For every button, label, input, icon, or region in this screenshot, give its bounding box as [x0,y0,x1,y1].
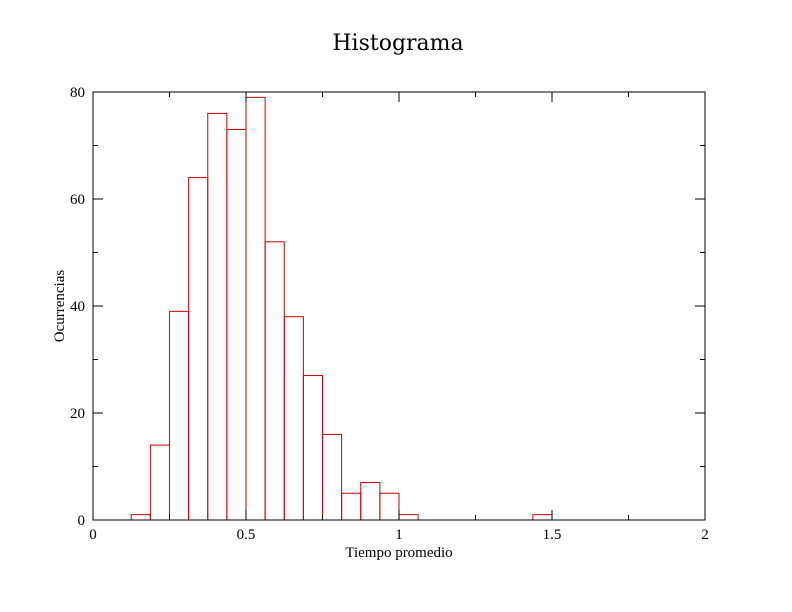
histogram-bar-15 [532,514,553,521]
y-tick-label-0: 0 [78,513,86,529]
ticks-group [92,91,706,521]
bars-group [130,96,553,521]
y-tick-label-4: 80 [70,85,85,101]
y-axis-label: Ocurrencias [52,270,68,343]
x-tick-label-3: 1.5 [543,527,562,543]
histogram-bar-4 [207,112,228,521]
y-tick-label-1: 20 [70,406,85,422]
histogram-bar-6 [245,96,266,521]
histogram-bar-2 [169,310,190,521]
histogram-bar-1 [149,444,170,521]
histogram-bar-3 [188,177,209,521]
x-tick-label-2: 1 [395,527,403,543]
histogram-bar-11 [341,492,362,521]
plot-frame [92,91,706,521]
x-tick-label-1: 0.5 [237,527,256,543]
histogram-bar-9 [302,375,323,521]
histogram-bar-0 [130,514,151,521]
histogram-bar-14 [398,514,419,521]
x-tick-label-4: 2 [701,527,709,543]
y-tick-label-2: 40 [70,299,85,315]
histogram-bar-12 [360,482,381,521]
x-tick-label-0: 0 [89,527,97,543]
histogram-bar-5 [226,128,247,521]
x-axis-label: Tiempo promedio [345,545,452,561]
histogram-bar-8 [283,316,304,521]
histogram-bar-7 [264,241,285,521]
chart-title: Histograma [332,31,463,56]
y-tick-label-3: 60 [70,192,85,208]
histogram-bar-10 [322,433,343,521]
histogram-bar-13 [379,492,400,521]
